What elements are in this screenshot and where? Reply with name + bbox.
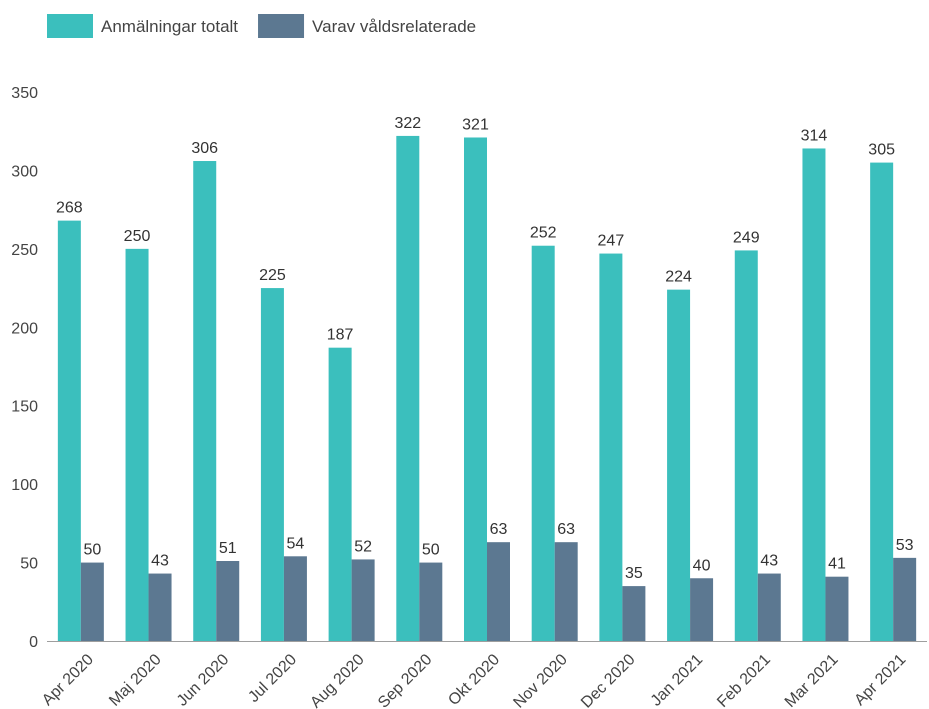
x-tick-label: Apr 2021	[851, 651, 909, 709]
bar	[464, 137, 487, 641]
data-label: 322	[394, 115, 421, 132]
x-tick-label: Aug 2020	[307, 651, 368, 709]
bar	[690, 578, 714, 641]
data-label: 53	[896, 537, 914, 554]
x-tick-label: Sep 2020	[375, 651, 436, 709]
bar	[870, 162, 894, 642]
data-label: 63	[490, 521, 508, 538]
x-tick-label: Apr 2020	[39, 651, 97, 709]
bar	[802, 148, 826, 641]
data-label: 40	[693, 557, 711, 574]
legend-swatch	[258, 14, 305, 38]
data-label: 306	[191, 140, 218, 157]
x-tick-label: Jun 2020	[174, 651, 233, 709]
bar	[216, 561, 240, 641]
data-label: 252	[530, 225, 557, 242]
bar	[57, 220, 81, 641]
legend-label: Varav våldsrelaterade	[312, 17, 476, 36]
data-label: 50	[422, 542, 440, 559]
bar	[419, 562, 443, 641]
y-tick-label: 150	[11, 399, 38, 416]
y-tick-label: 350	[11, 85, 38, 102]
y-axis: 0 50 100 150 200 250 300 350	[11, 85, 38, 651]
data-label: 247	[598, 233, 625, 250]
bar	[351, 559, 375, 641]
bar	[554, 542, 578, 641]
bar	[148, 573, 172, 641]
bar	[125, 248, 149, 641]
bar	[328, 347, 352, 641]
bar	[599, 253, 623, 641]
data-label: 63	[557, 521, 575, 538]
data-label: 224	[665, 269, 692, 286]
x-tick-label: Jan 2021	[648, 651, 707, 709]
x-tick-label: Feb 2021	[714, 651, 774, 709]
x-axis: Apr 2020 Maj 2020 Jun 2020 Jul 2020 Aug 2020…	[39, 651, 909, 709]
data-label: 305	[868, 142, 895, 159]
bar	[283, 556, 307, 641]
y-tick-label: 100	[11, 477, 38, 494]
data-label: 249	[733, 229, 760, 246]
bar	[622, 586, 646, 641]
x-tick-label: Okt 2020	[445, 651, 503, 709]
data-label: 43	[151, 553, 169, 570]
data-label: 35	[625, 565, 643, 582]
bar	[757, 573, 781, 641]
x-tick-label: Nov 2020	[510, 651, 571, 709]
x-tick-label: Maj 2020	[106, 651, 165, 709]
bar	[531, 245, 555, 641]
y-tick-label: 300	[11, 163, 38, 180]
bar	[487, 542, 510, 641]
y-tick-label: 50	[20, 556, 38, 573]
data-label: 225	[259, 267, 286, 284]
data-label: 50	[83, 542, 101, 559]
bar	[893, 557, 917, 641]
bar	[667, 289, 691, 641]
bar	[734, 250, 758, 641]
data-label: 314	[801, 127, 828, 144]
x-tick-label: Dec 2020	[578, 651, 639, 709]
y-tick-label: 250	[11, 242, 38, 259]
plot-area: 268 50 250 43 306 51 225 54 187 52 322 50 321 63 252 63…	[47, 115, 927, 642]
bar	[80, 562, 104, 641]
x-tick-label: Jul 2020	[245, 651, 300, 706]
legend-label: Anmälningar totalt	[101, 17, 238, 36]
data-label: 43	[760, 553, 778, 570]
y-tick-label: 200	[11, 320, 38, 337]
data-label: 321	[462, 116, 489, 133]
bar	[193, 161, 217, 641]
bar	[396, 135, 420, 642]
data-label: 268	[56, 200, 83, 217]
data-label: 54	[287, 535, 305, 552]
data-label: 51	[219, 540, 237, 557]
data-label: 41	[828, 556, 846, 573]
bar	[260, 288, 284, 641]
legend-swatch	[47, 14, 93, 38]
data-label: 187	[327, 327, 354, 344]
y-tick-label: 0	[29, 634, 38, 651]
data-label: 250	[124, 228, 151, 245]
legend: Anmälningar totalt Varav våldsrelaterade	[47, 14, 476, 38]
bar	[825, 576, 849, 641]
x-tick-label: Mar 2021	[782, 651, 842, 709]
data-label: 52	[354, 538, 372, 555]
